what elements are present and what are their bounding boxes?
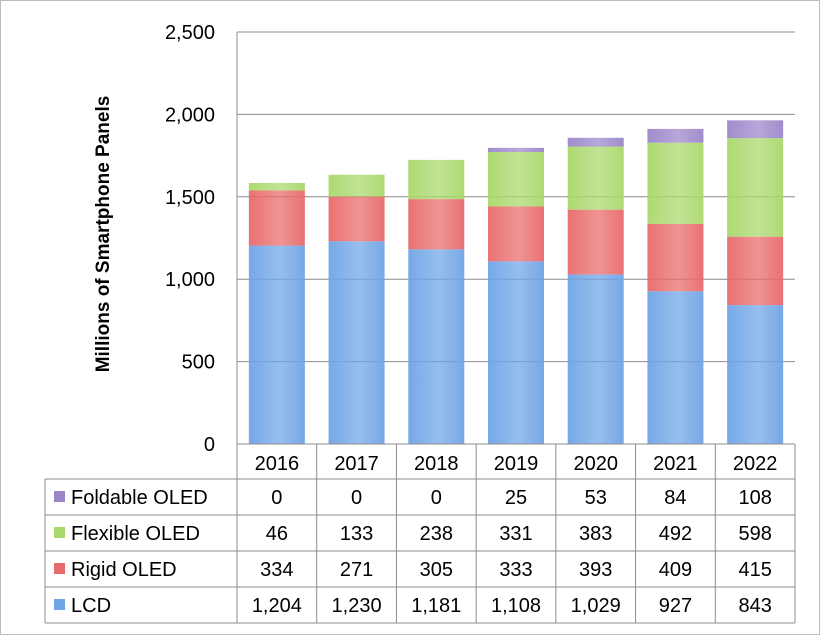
data-value-label: 1,204 bbox=[252, 595, 302, 617]
bar-rigid-oled-2020 bbox=[567, 209, 624, 275]
y-tick-label: 1,500 bbox=[165, 187, 215, 209]
data-value-label: 0 bbox=[271, 487, 282, 509]
data-value-label: 333 bbox=[499, 559, 532, 581]
y-tick-label: 2,000 bbox=[165, 104, 215, 126]
bar-foldable-oled-2021 bbox=[647, 128, 704, 143]
bar-flexible-oled-2022 bbox=[727, 138, 784, 237]
data-value-label: 415 bbox=[738, 559, 771, 581]
data-value-label: 46 bbox=[266, 523, 288, 545]
data-table: 2016 2017 2018 2019 2020 2021 2022 Foldable OLE… bbox=[44, 443, 796, 624]
legend-label: LCD bbox=[71, 595, 111, 617]
data-value-label: 53 bbox=[585, 487, 607, 509]
data-value-label: 383 bbox=[579, 523, 612, 545]
bar-rigid-oled-2017 bbox=[328, 196, 385, 242]
bar-lcd-2019 bbox=[488, 261, 544, 444]
bar-flexible-oled-2019 bbox=[488, 151, 544, 207]
data-value-label: 0 bbox=[351, 487, 362, 509]
bar-flexible-oled-2018 bbox=[408, 159, 465, 200]
y-tick-label: 0 bbox=[204, 434, 215, 456]
y-tick-label: 2,500 bbox=[165, 22, 215, 44]
data-value-label: 1,108 bbox=[491, 595, 541, 617]
bar-rigid-oled-2018 bbox=[408, 199, 465, 250]
bar-rigid-oled-2021 bbox=[647, 223, 704, 292]
y-tick-label: 1,000 bbox=[165, 269, 215, 291]
legend-label: Rigid OLED bbox=[71, 559, 177, 581]
bar-foldable-oled-2019 bbox=[488, 147, 544, 152]
x-category-label: 2020 bbox=[573, 453, 618, 475]
bar-flexible-oled-2021 bbox=[647, 142, 704, 224]
data-value-label: 1,230 bbox=[332, 595, 382, 617]
bar-lcd-2017 bbox=[328, 241, 385, 444]
bar-lcd-2016 bbox=[248, 245, 305, 444]
data-value-label: 25 bbox=[505, 487, 527, 509]
legend-label: Flexible OLED bbox=[71, 523, 200, 545]
bar-foldable-oled-2022 bbox=[727, 120, 784, 139]
data-value-label: 84 bbox=[664, 487, 686, 509]
data-value-label: 334 bbox=[260, 559, 293, 581]
bars bbox=[248, 120, 784, 444]
legend-label: Foldable OLED bbox=[71, 487, 208, 509]
data-value-label: 1,181 bbox=[411, 595, 461, 617]
x-category-label: 2019 bbox=[494, 453, 539, 475]
x-category-label: 2021 bbox=[653, 453, 698, 475]
bar-lcd-2018 bbox=[408, 249, 465, 444]
bar-rigid-oled-2022 bbox=[727, 236, 784, 306]
x-category-label: 2022 bbox=[733, 453, 778, 475]
data-value-label: 271 bbox=[340, 559, 373, 581]
data-value-label: 843 bbox=[738, 595, 771, 617]
data-value-label: 305 bbox=[420, 559, 453, 581]
bar-lcd-2022 bbox=[727, 305, 784, 444]
data-value-label: 133 bbox=[340, 523, 373, 545]
legend-key-foldable-oled bbox=[54, 491, 65, 502]
bar-rigid-oled-2019 bbox=[488, 206, 544, 262]
x-category-label: 2016 bbox=[255, 453, 300, 475]
bar-flexible-oled-2020 bbox=[567, 146, 624, 210]
data-value-label: 927 bbox=[659, 595, 692, 617]
x-category-label: 2018 bbox=[414, 453, 459, 475]
legend-key-rigid-oled bbox=[54, 563, 65, 574]
y-axis-label: Millions of Smartphone Panels bbox=[93, 96, 114, 373]
bar-flexible-oled-2016 bbox=[248, 182, 305, 191]
data-value-label: 598 bbox=[738, 523, 771, 545]
legend-key-flexible-oled bbox=[54, 527, 65, 538]
bar-rigid-oled-2016 bbox=[248, 190, 305, 246]
data-value-label: 108 bbox=[738, 487, 771, 509]
bar-foldable-oled-2020 bbox=[567, 137, 624, 147]
bar-flexible-oled-2017 bbox=[328, 174, 385, 197]
data-value-label: 409 bbox=[659, 559, 692, 581]
y-axis: 0 500 1,000 1,500 2,000 2,500 bbox=[165, 22, 238, 456]
data-value-label: 393 bbox=[579, 559, 612, 581]
bar-lcd-2021 bbox=[647, 291, 704, 444]
legend-key-lcd bbox=[54, 599, 65, 610]
x-category-label: 2017 bbox=[334, 453, 379, 475]
y-tick-label: 500 bbox=[182, 352, 215, 374]
data-value-label: 0 bbox=[431, 487, 442, 509]
bar-lcd-2020 bbox=[567, 274, 624, 444]
data-value-label: 492 bbox=[659, 523, 692, 545]
data-value-label: 238 bbox=[420, 523, 453, 545]
data-value-label: 331 bbox=[499, 523, 532, 545]
data-value-label: 1,029 bbox=[571, 595, 621, 617]
